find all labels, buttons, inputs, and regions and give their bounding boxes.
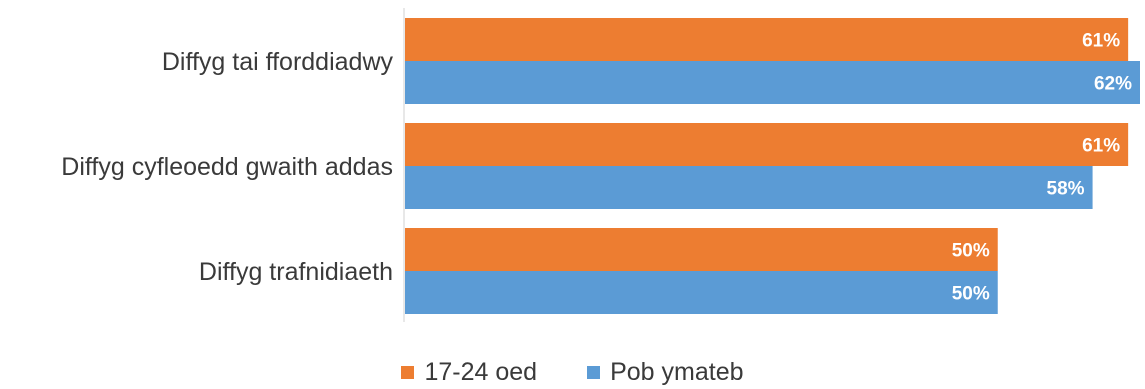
legend-swatch-series-0 xyxy=(401,365,415,379)
category-label-0: Diffyg tai fforddiadwy xyxy=(162,48,394,76)
data-label-1-series-1: 58% xyxy=(1047,179,1085,200)
category-label-1: Diffyg cyfleoedd gwaith addas xyxy=(61,153,393,181)
bar-2-series-0 xyxy=(405,228,998,271)
legend-item-series-1: Pob ymateb xyxy=(587,357,744,387)
legend-item-series-0: 17-24 oed xyxy=(401,358,537,387)
legend-swatch-series-1 xyxy=(587,365,601,379)
legend-label-series-0: 17-24 oed xyxy=(424,357,538,386)
data-label-1-series-0: 61% xyxy=(1082,136,1120,157)
bar-0-series-1 xyxy=(405,61,1140,104)
category-labels-group: Diffyg tai fforddiadwy Diffyg cyfleoedd g… xyxy=(61,48,393,286)
data-label-0-series-1: 62% xyxy=(1094,74,1132,95)
bar-2-series-1 xyxy=(405,271,998,314)
bar-1-series-1 xyxy=(405,166,1093,209)
value-labels-group: 61% 62% 61% 58% 50% 50% xyxy=(952,31,1132,305)
bar-chart: 61% 62% 61% 58% 50% 50% Diffyg tai fforddiadw… xyxy=(61,8,1140,322)
bar-1-series-0 xyxy=(405,123,1129,166)
legend-label-series-1: Pob ymateb xyxy=(610,357,744,386)
category-label-2: Diffyg trafnidiaeth xyxy=(199,258,393,286)
data-label-0-series-0: 61% xyxy=(1082,31,1120,52)
legend: 17-24 oed Pob ymateb xyxy=(0,355,1145,389)
bars-group xyxy=(405,18,1140,314)
bar-0-series-0 xyxy=(405,18,1129,61)
data-label-2-series-0: 50% xyxy=(952,241,990,262)
data-label-2-series-1: 50% xyxy=(952,284,990,305)
